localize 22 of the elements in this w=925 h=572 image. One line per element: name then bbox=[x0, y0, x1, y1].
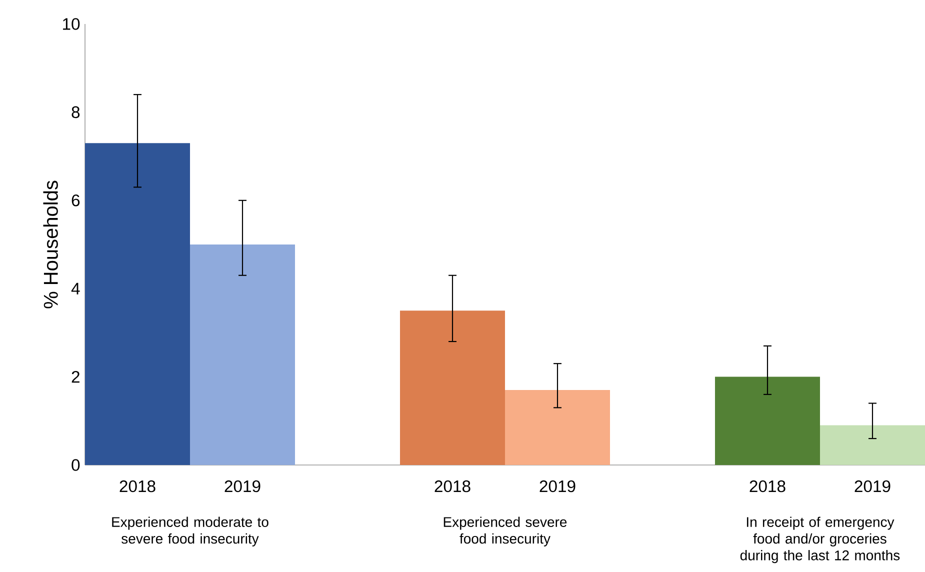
bar bbox=[85, 143, 190, 465]
y-tick-label: 4 bbox=[71, 282, 80, 294]
y-tick-label: 10 bbox=[63, 18, 80, 30]
text: Experienced moderate to severe food insecurity bbox=[112, 516, 268, 546]
bar bbox=[505, 390, 610, 465]
text: Experienced severe food insecurity bbox=[444, 516, 567, 546]
y-tick-label: 6 bbox=[72, 194, 80, 206]
y-tick-label: 0 bbox=[72, 459, 80, 471]
bar bbox=[714, 376, 820, 465]
x-tick-label: 2019 bbox=[540, 480, 576, 492]
x-tick-label: 2018 bbox=[434, 480, 470, 492]
bar bbox=[820, 425, 925, 465]
y-axis-title: % Households bbox=[43, 180, 58, 308]
x-tick-label: 2019 bbox=[854, 480, 890, 492]
x-tick-label: 2019 bbox=[224, 480, 260, 492]
x-tick-label: 2018 bbox=[750, 480, 786, 492]
y-tick-label: 2 bbox=[72, 370, 80, 383]
text: In receipt of emergency food and/or groceries during the last 12 months bbox=[740, 516, 900, 564]
x-tick-label: 2018 bbox=[120, 480, 156, 492]
bar bbox=[400, 310, 505, 465]
y-tick-label: 8 bbox=[72, 106, 80, 118]
bar bbox=[190, 244, 296, 465]
